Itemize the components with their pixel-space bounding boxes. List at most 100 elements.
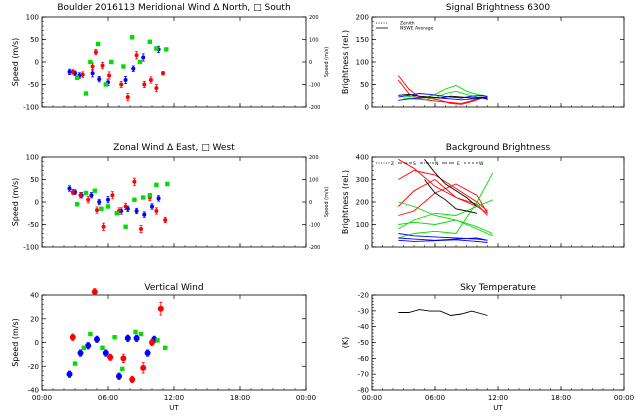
series-line <box>398 93 488 99</box>
y2-tick-label: 0 <box>309 200 312 206</box>
data-point <box>100 345 105 350</box>
y-tick-label: 200 <box>356 14 369 22</box>
legend-label-zenith: Zenith <box>400 21 415 27</box>
x-tick-label: 00:00 <box>32 394 52 402</box>
data-point <box>132 197 137 202</box>
data-point <box>78 193 83 198</box>
data-point <box>123 204 128 209</box>
data-point <box>97 200 102 204</box>
data-point <box>100 63 105 68</box>
series-line <box>424 159 478 207</box>
data-point <box>120 355 127 362</box>
data-point <box>81 345 86 350</box>
data-point <box>123 224 128 229</box>
y-tick-label: 150 <box>356 36 369 44</box>
data-point <box>134 53 139 58</box>
series-line <box>398 96 488 101</box>
series-line <box>398 158 488 214</box>
chart-title: Sky Temperature <box>460 283 536 293</box>
panel-skytemp: Sky Temperature-20-30-40-50-60-70-8000:0… <box>341 283 634 412</box>
series-line <box>398 219 493 234</box>
data-point <box>114 211 119 216</box>
y-axis-label: (K) <box>341 337 350 349</box>
chart-title: Signal Brightness 6300 <box>446 3 550 13</box>
data-point <box>112 335 117 340</box>
data-point <box>150 204 154 209</box>
data-point <box>154 46 159 51</box>
data-point <box>77 350 84 357</box>
data-point <box>133 335 140 342</box>
data-point <box>93 50 98 55</box>
data-point <box>147 193 152 198</box>
data-point <box>124 335 131 342</box>
data-point <box>161 71 165 76</box>
y-tick-label: -20 <box>358 292 369 300</box>
series-line <box>398 170 488 212</box>
data-point <box>141 55 146 60</box>
chart-title: Vertical Wind <box>144 283 203 293</box>
y-tick-label: 0 <box>365 244 369 252</box>
data-point <box>163 218 168 222</box>
x-tick-label: 12:00 <box>164 394 184 402</box>
y2-tick-label: 200 <box>309 15 319 21</box>
y-tick-label: 0 <box>35 59 39 67</box>
legend-label-z: Z <box>391 161 394 167</box>
y-tick-label: 100 <box>356 221 369 229</box>
series-line <box>398 239 488 243</box>
data-point <box>134 209 139 213</box>
data-point <box>106 197 110 202</box>
series-line <box>397 178 488 216</box>
data-point <box>97 77 102 82</box>
data-point <box>107 73 112 78</box>
data-point <box>119 82 124 87</box>
chart-title: Zonal Wind Δ East, □ West <box>113 143 235 153</box>
y2-tick-label: 100 <box>309 38 319 44</box>
y-axis-label: Speed (m/s) <box>11 318 20 367</box>
legend-label-e: E <box>457 161 460 167</box>
y-tick-label: 40 <box>30 292 39 300</box>
panel-meridional: Boulder 2016113 Meridional Wind Δ North,… <box>11 3 330 112</box>
data-point <box>149 339 155 346</box>
y2-axis-label: Speed (m/s) <box>324 47 330 77</box>
x-tick-label: 18:00 <box>230 394 250 402</box>
data-point <box>155 338 160 343</box>
data-point <box>120 366 125 372</box>
x-tick-label: 06:00 <box>425 394 445 402</box>
y-tick-label: -100 <box>23 104 39 112</box>
data-point <box>147 39 152 44</box>
series-line <box>403 84 488 99</box>
data-point <box>116 373 122 380</box>
series-line <box>398 233 488 241</box>
y2-tick-label: 100 <box>309 178 319 184</box>
data-point <box>107 354 114 361</box>
series-line <box>398 237 488 241</box>
data-point <box>80 72 85 77</box>
series-line <box>424 179 478 214</box>
y2-tick-label: -200 <box>309 245 320 251</box>
y-tick-label: 20 <box>30 315 39 323</box>
panel-zonal: Zonal Wind Δ East, □ West 100 50 0 -50 -100 20… <box>11 143 330 252</box>
data-point <box>133 329 138 335</box>
plot-frame <box>41 156 307 248</box>
y-tick-label: 0 <box>35 199 39 207</box>
y-tick-label: 100 <box>356 59 369 67</box>
data-point <box>138 331 144 337</box>
data-point <box>67 69 72 74</box>
y2-tick-label: -200 <box>309 105 320 111</box>
data-point <box>131 66 136 71</box>
data-point <box>72 361 78 366</box>
data-point <box>70 69 75 74</box>
data-point <box>90 71 95 76</box>
data-point <box>165 181 170 187</box>
data-point <box>140 364 147 371</box>
y-axis-label: Brightness (rel.) <box>341 170 350 234</box>
legend-label-s: S <box>413 161 416 167</box>
data-point <box>141 195 146 200</box>
data-point <box>66 371 73 378</box>
data-point <box>75 202 80 207</box>
data-point <box>101 224 106 229</box>
series-line <box>398 201 493 237</box>
data-point <box>156 196 161 201</box>
